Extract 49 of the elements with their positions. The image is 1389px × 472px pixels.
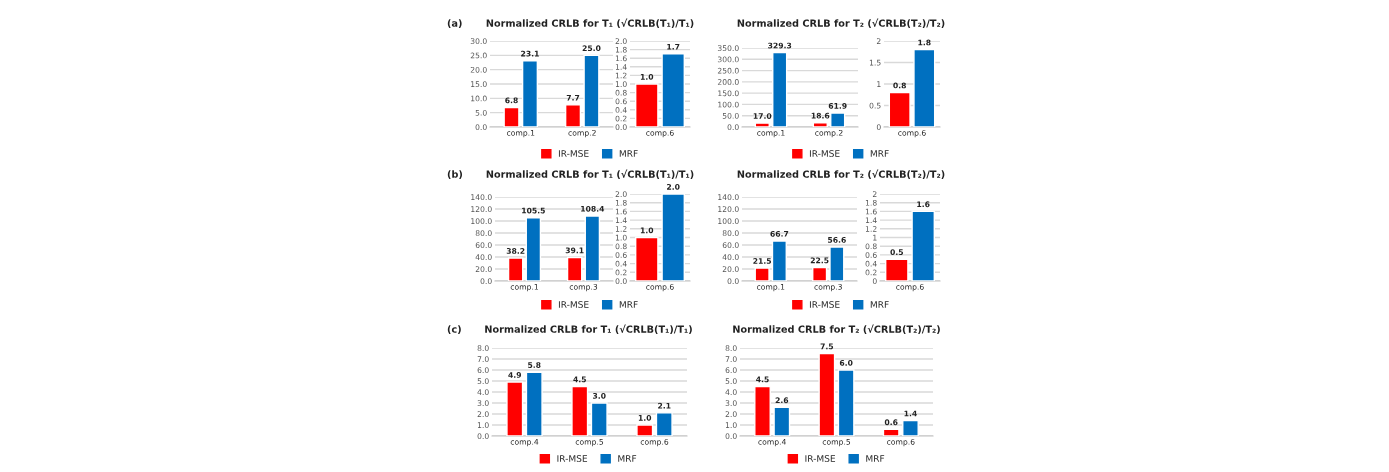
bar xyxy=(829,246,845,281)
legend-label: IR-MSE xyxy=(809,301,840,308)
bar xyxy=(525,217,542,281)
bar xyxy=(772,51,788,127)
bar xyxy=(566,256,583,281)
legend-label: MRF xyxy=(619,301,638,308)
legend-label: MRF xyxy=(866,455,885,462)
chart-title: Normalized CRLB for T₂ (√CRLB(T₂)/T₂) xyxy=(737,18,945,28)
legend-label: IR-MSE xyxy=(809,150,840,157)
chart-title: Normalized CRLB for T₂ (√CRLB(T₂)/T₂) xyxy=(733,324,940,334)
bar xyxy=(812,122,828,127)
chart-title: Normalized CRLB for T₁ (√CRLB(T₁)/T₁) xyxy=(486,169,694,179)
bar xyxy=(882,428,900,436)
text: (b) xyxy=(447,170,463,179)
chart-title: Normalized CRLB for T₁ (√CRLB(T₁)/T₁) xyxy=(486,18,694,28)
bar xyxy=(503,106,520,127)
legend-label: IR-MSE xyxy=(557,455,588,462)
text: (c) xyxy=(447,325,461,334)
bar xyxy=(521,60,539,127)
bar xyxy=(636,424,654,436)
legend-label: MRF xyxy=(870,301,889,308)
legend-label: IR-MSE xyxy=(805,455,836,462)
bar xyxy=(507,257,524,281)
bar xyxy=(754,385,771,436)
bar xyxy=(837,369,855,436)
bar xyxy=(754,122,770,127)
bar xyxy=(655,412,673,436)
legend-label: MRF xyxy=(618,455,637,462)
bar xyxy=(564,104,582,127)
bar xyxy=(812,266,828,281)
bar xyxy=(830,112,846,127)
legend-label: MRF xyxy=(619,150,638,157)
text: (a) xyxy=(447,19,462,28)
bar xyxy=(902,419,919,436)
legend-label: MRF xyxy=(870,150,889,157)
bar xyxy=(771,240,787,281)
bar xyxy=(754,267,770,281)
bar xyxy=(773,406,791,436)
chart-title: Normalized CRLB for T₁ (√CRLB(T₁)/T₁) xyxy=(485,324,692,334)
bar xyxy=(818,352,836,436)
legend-label: IR-MSE xyxy=(558,150,589,157)
bar xyxy=(583,54,600,127)
bar xyxy=(571,385,589,436)
legend-label: IR-MSE xyxy=(558,301,589,308)
bar xyxy=(506,381,524,436)
chart-title: Normalized CRLB for T₂ (√CRLB(T₂)/T₂) xyxy=(737,169,945,179)
bar xyxy=(584,215,601,281)
bar xyxy=(525,371,543,436)
bar xyxy=(590,402,608,436)
